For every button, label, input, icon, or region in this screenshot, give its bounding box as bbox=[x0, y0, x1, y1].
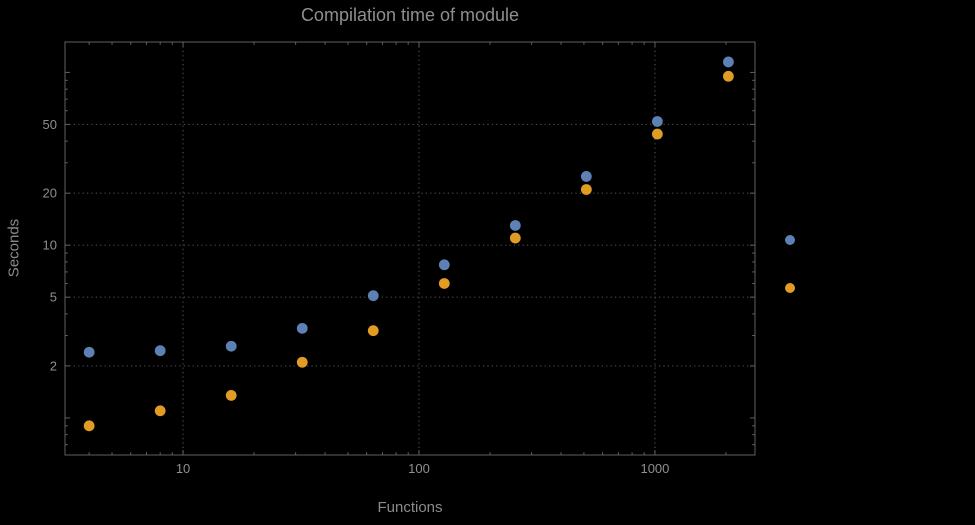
data-point-series-orange bbox=[651, 128, 663, 140]
data-point-series-orange bbox=[438, 278, 450, 289]
y-tick-label: 20 bbox=[43, 186, 57, 201]
legend-marker-series-blue bbox=[785, 235, 795, 245]
data-point-series-blue bbox=[154, 345, 166, 357]
data-point-series-blue bbox=[438, 259, 450, 271]
data-point-series-blue bbox=[509, 220, 521, 231]
y-tick-label: 2 bbox=[50, 358, 57, 373]
y-tick-label: 10 bbox=[43, 238, 57, 253]
data-point-series-orange bbox=[723, 70, 734, 82]
chart-title: Compilation time of module bbox=[300, 5, 520, 25]
data-point-series-blue bbox=[296, 322, 308, 334]
y-tick-label: 5 bbox=[50, 290, 57, 305]
data-point-series-blue bbox=[651, 116, 663, 127]
data-point-series-blue bbox=[580, 171, 592, 182]
data-point-series-orange bbox=[367, 325, 379, 337]
data-point-series-orange bbox=[83, 420, 95, 432]
x-tick-label: 100 bbox=[408, 461, 430, 476]
x-tick-label: 1000 bbox=[640, 461, 669, 476]
y-tick-label: 50 bbox=[43, 117, 57, 132]
data-point-series-blue bbox=[367, 290, 379, 302]
data-point-series-orange bbox=[580, 184, 592, 195]
x-tick-label: 10 bbox=[176, 461, 190, 476]
plot-frame bbox=[64, 41, 756, 456]
y-axis-label: Seconds bbox=[5, 218, 23, 278]
data-point-series-orange bbox=[296, 356, 308, 368]
data-point-series-orange bbox=[154, 405, 166, 417]
legend-marker-series-orange bbox=[785, 283, 795, 293]
data-point-series-orange bbox=[509, 232, 521, 244]
data-point-series-blue bbox=[83, 346, 95, 358]
x-axis-label: Functions bbox=[377, 499, 443, 516]
data-point-series-blue bbox=[225, 340, 237, 352]
data-point-series-blue bbox=[723, 56, 734, 68]
data-point-series-orange bbox=[225, 390, 237, 401]
